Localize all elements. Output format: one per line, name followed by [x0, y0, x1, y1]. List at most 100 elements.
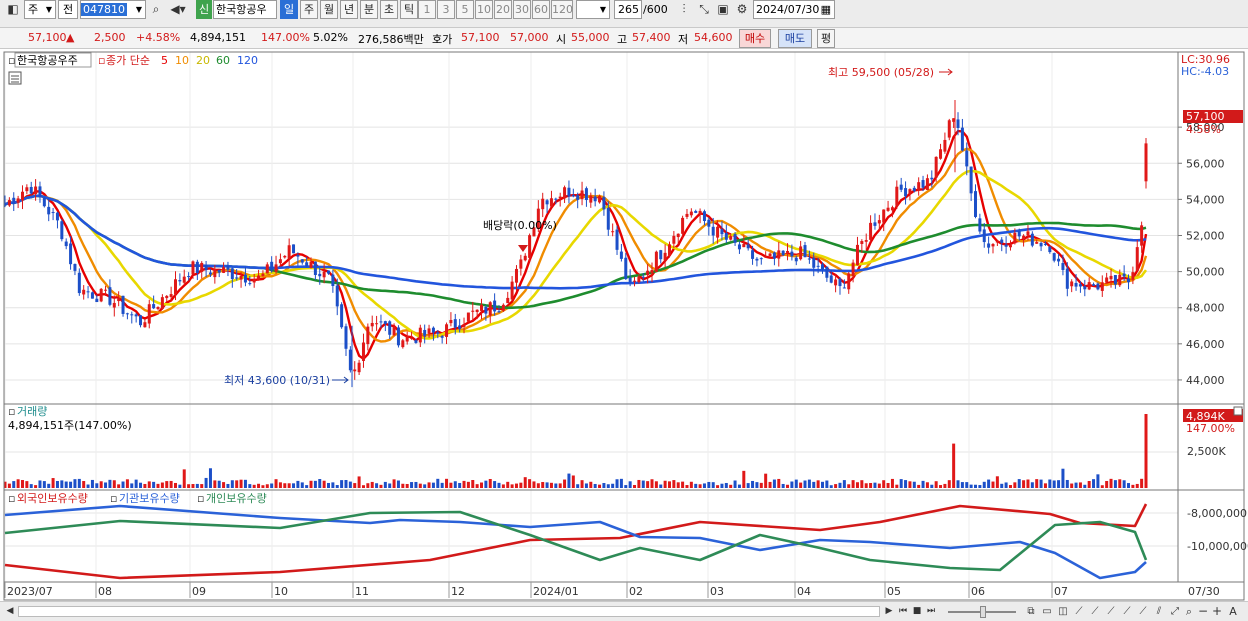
candle-body	[309, 261, 313, 268]
period-tick[interactable]: 틱	[400, 0, 418, 19]
candle-body	[484, 306, 488, 314]
candle-body	[720, 229, 724, 235]
volume-bar	[934, 481, 938, 488]
interval-30[interactable]: 30	[513, 0, 531, 19]
search-icon[interactable]: ⌕	[1185, 605, 1193, 618]
volume-bar	[960, 482, 964, 488]
candle-body	[1048, 246, 1052, 253]
chart-scrollbar[interactable]: ◀ ▶ ⏮ ■ ⏭ ⧉ ▭ ◫ ⟋ ⟋ ⟋ ⟋ ⟋ ⫽ ⤢ ⌕ − + A	[0, 601, 1248, 621]
zoom-out-icon[interactable]: −	[1197, 604, 1209, 618]
date-input[interactable]: 2024/07/30 ▦	[753, 0, 835, 19]
resize-icon[interactable]: ⤢	[1171, 606, 1179, 617]
zoom-slider-handle[interactable]	[980, 606, 986, 618]
legend-ma120[interactable]: 120	[237, 54, 258, 67]
volume-bar	[794, 479, 798, 488]
scroll-left-icon[interactable]: ◀	[6, 606, 14, 616]
period-day[interactable]: 일	[280, 0, 298, 19]
interval-20[interactable]: 20	[494, 0, 512, 19]
count-input[interactable]: 265	[614, 0, 642, 19]
draw-tool-icon[interactable]: ⤡	[699, 2, 709, 16]
ask-price: 57,100	[461, 31, 500, 44]
period-week[interactable]: 주	[300, 0, 318, 19]
candle-body	[248, 283, 252, 285]
volume-bar	[388, 483, 392, 488]
scroll-track[interactable]	[18, 606, 880, 617]
bid-price: 57,000	[510, 31, 549, 44]
search-icon[interactable]: ⌕	[152, 2, 160, 16]
candle-body	[506, 297, 510, 304]
rewind-icon[interactable]: ⏮	[898, 606, 908, 616]
trend-line-icon[interactable]: ⟋	[1075, 606, 1083, 617]
market-select[interactable]: 주 ▼	[24, 0, 56, 19]
institution-holding-label[interactable]: 기관보유수량	[119, 492, 180, 505]
text-tool-icon[interactable]: A	[1229, 605, 1237, 618]
save-icon[interactable]: ▣	[717, 2, 729, 16]
fibonacci-icon[interactable]: ⫽	[1156, 606, 1162, 617]
foreign-holding-label[interactable]: 외국인보유수량	[17, 492, 88, 505]
legend-stock-name[interactable]: 한국항공우주	[17, 54, 78, 67]
legend-ma60[interactable]: 60	[216, 54, 230, 67]
volume-bar	[834, 484, 838, 488]
stock-chart[interactable]: 58,000 56,000 54,000 52,000 50,000 48,000 46,0…	[0, 49, 1248, 621]
interval-3[interactable]: 3	[437, 0, 455, 19]
layout-icon[interactable]: ◫	[1058, 606, 1068, 617]
buy-button[interactable]: 매수	[739, 29, 771, 48]
panel-icon[interactable]: ◧	[7, 2, 19, 16]
volume-bar	[751, 480, 755, 488]
candle-body	[383, 321, 387, 324]
prev-button[interactable]: 전	[58, 0, 78, 19]
trend-line-icon[interactable]: ⟋	[1139, 606, 1147, 617]
individual-holding-label[interactable]: 개인보유수량	[206, 492, 267, 505]
legend-ma20[interactable]: 20	[196, 54, 210, 67]
zoom-in-icon[interactable]: +	[1211, 604, 1223, 618]
volume-bar	[733, 480, 737, 488]
trend-line-icon[interactable]: ⟋	[1107, 606, 1115, 617]
legend-ma-title[interactable]: 종가 단순	[106, 54, 150, 67]
avg-button[interactable]: 평	[817, 29, 835, 48]
candle-body	[930, 177, 934, 180]
interval-10[interactable]: 10	[475, 0, 493, 19]
interval-1[interactable]: 1	[418, 0, 436, 19]
trend-line-icon[interactable]: ⟋	[1123, 606, 1131, 617]
legend-ma10[interactable]: 10	[175, 54, 189, 67]
forward-icon[interactable]: ⏭	[926, 606, 936, 616]
candle-body	[431, 327, 435, 333]
period-minute[interactable]: 분	[360, 0, 378, 19]
volume-bar	[108, 479, 112, 488]
candle-type-icon[interactable]: ⫶	[682, 2, 686, 16]
candle-body	[38, 186, 42, 198]
candle-body	[1000, 239, 1004, 243]
volume-bar	[532, 481, 536, 488]
period-month[interactable]: 월	[320, 0, 338, 19]
calendar-icon[interactable]: ▦	[820, 3, 831, 16]
code-input[interactable]: 047810 ▼	[80, 0, 146, 19]
interval-5[interactable]: 5	[456, 0, 474, 19]
volume-bar	[847, 484, 851, 488]
trend-line-icon[interactable]: ⟋	[1091, 606, 1099, 617]
date-axis-label: 12	[451, 585, 465, 598]
candle-body	[401, 340, 405, 348]
candle-body	[702, 211, 706, 222]
period-year[interactable]: 년	[340, 0, 358, 19]
candle-body	[1030, 233, 1034, 246]
candle-body	[860, 241, 864, 244]
speaker-icon[interactable]: ◀▾	[170, 2, 186, 16]
volume-bar	[34, 485, 38, 488]
interval-120[interactable]: 120	[551, 0, 573, 19]
holding-lines	[4, 503, 1148, 580]
close-icon[interactable]	[1233, 406, 1243, 416]
window-icon[interactable]: ▭	[1042, 606, 1052, 617]
candle-body	[230, 268, 234, 280]
gear-icon[interactable]: ⚙	[736, 2, 748, 16]
table-toggle-icon[interactable]	[8, 71, 22, 85]
period-second[interactable]: 초	[380, 0, 398, 19]
sell-button[interactable]: 매도	[778, 29, 812, 48]
interval-select[interactable]: ▼	[576, 0, 610, 19]
legend-ma5[interactable]: 5	[161, 54, 168, 67]
copy-icon[interactable]: ⧉	[1027, 606, 1035, 617]
stop-icon[interactable]: ■	[912, 606, 922, 616]
candle-body	[676, 233, 680, 238]
play-icon[interactable]: ▶	[885, 606, 893, 616]
volume-bar	[117, 484, 121, 488]
interval-60[interactable]: 60	[532, 0, 550, 19]
